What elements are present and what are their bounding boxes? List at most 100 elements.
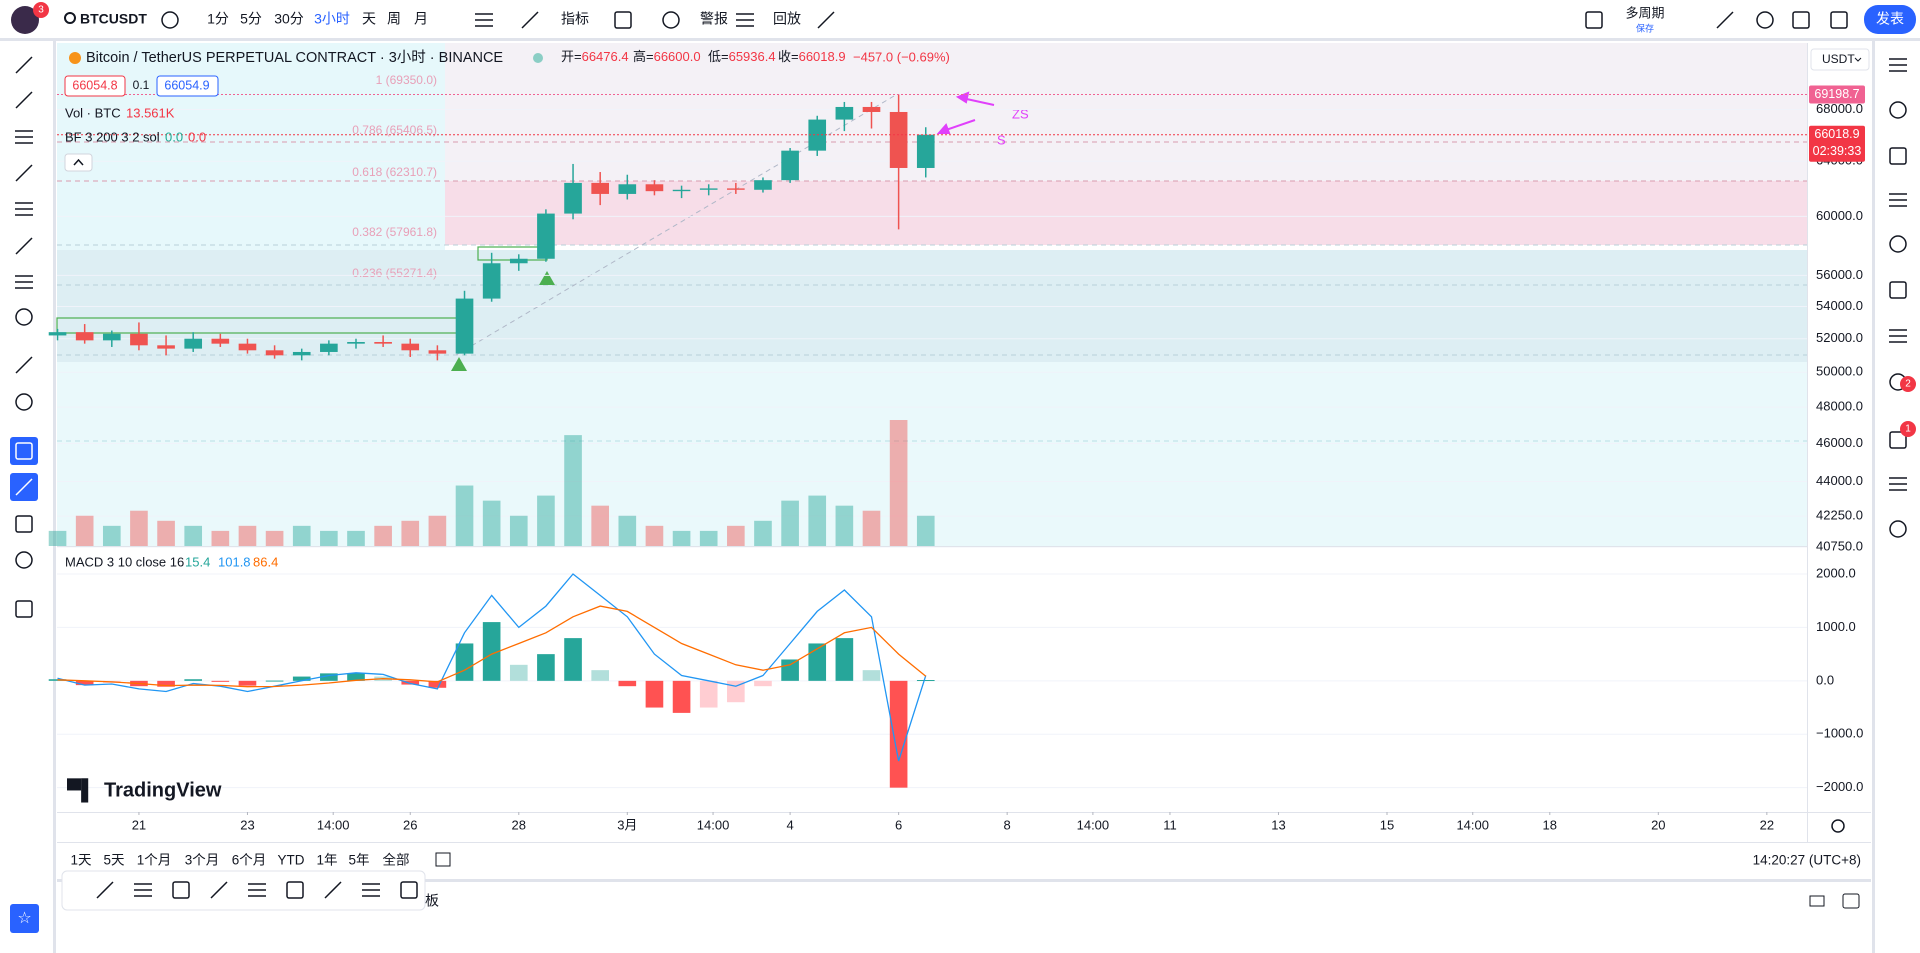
tool-icon[interactable]: [210, 881, 228, 899]
tool-icon[interactable]: [15, 356, 33, 374]
range-button[interactable]: 3个月: [185, 853, 220, 868]
volume-bar: [808, 495, 827, 546]
tool-icon[interactable]: [15, 515, 33, 533]
currency[interactable]: USDT: [1822, 52, 1855, 66]
range-button[interactable]: 5年: [348, 853, 369, 868]
tool-icon[interactable]: [1889, 431, 1907, 449]
panel-tab[interactable]: 板: [425, 893, 439, 909]
sell-price[interactable]: 66054.8: [72, 78, 117, 92]
tool-icon[interactable]: [1830, 11, 1848, 29]
tool-icon[interactable]: [15, 551, 33, 569]
tool-icon[interactable]: [15, 202, 33, 216]
buy-price[interactable]: 66054.9: [164, 78, 209, 92]
publish-button[interactable]: 发表: [1876, 11, 1904, 27]
tool-icon[interactable]: [1889, 193, 1907, 207]
tool-icon[interactable]: [1756, 11, 1774, 29]
interval-button[interactable]: 30分: [274, 11, 304, 27]
maximize-button[interactable]: [1842, 893, 1860, 909]
tool-icon[interactable]: [15, 237, 33, 255]
tool-icon[interactable]: [15, 275, 33, 289]
tool-icon[interactable]: [134, 883, 152, 897]
interval-button[interactable]: 1分: [207, 11, 229, 27]
plot: 40750.0 42250.0 44000.0 46000.0 48000.0 50000…: [48, 85, 1865, 832]
tool-icon[interactable]: [736, 13, 754, 27]
range-bar: 1天 5天 1个月 3个月 6个月 YTD 1年 5年 全部: [70, 852, 409, 868]
currency-select[interactable]: [1810, 48, 1870, 71]
symbol[interactable]: BTCUSDT: [80, 11, 147, 27]
candle-body: [889, 111, 908, 168]
tool-icon[interactable]: [1889, 58, 1907, 72]
tool-icon[interactable]: [362, 883, 380, 897]
tool-icon[interactable]: [1889, 101, 1907, 119]
tool-icon[interactable]: [248, 883, 266, 897]
tool-icon[interactable]: [1792, 11, 1810, 29]
tool-icon[interactable]: [15, 56, 33, 74]
interval-button[interactable]: 3小时: [314, 11, 350, 27]
indicators-button[interactable]: 指标: [561, 11, 589, 27]
settings-button[interactable]: [1831, 819, 1845, 833]
tool-icon[interactable]: [15, 478, 33, 496]
tool-icon[interactable]: [1889, 281, 1907, 299]
tool-icon[interactable]: [400, 881, 418, 899]
range-button[interactable]: 1年: [316, 853, 337, 868]
tool-icon[interactable]: [15, 308, 33, 326]
x-tick-label: 3月: [617, 817, 637, 832]
replay-button[interactable]: 回放: [773, 11, 801, 27]
tool-icon[interactable]: [1889, 235, 1907, 253]
tool-icon[interactable]: [15, 600, 33, 618]
alert-button[interactable]: 警报: [700, 11, 728, 27]
date-range-button[interactable]: [435, 852, 451, 867]
candle-body: [428, 350, 447, 354]
interval-button[interactable]: 天: [362, 11, 376, 27]
tool-icon[interactable]: [662, 11, 680, 29]
price-label: 69198.7: [1814, 87, 1859, 101]
range-button[interactable]: 全部: [383, 852, 410, 868]
tool-icon[interactable]: [15, 91, 33, 109]
sell-button[interactable]: [64, 75, 126, 97]
range-button[interactable]: 5天: [103, 853, 125, 868]
tool-icon[interactable]: [1889, 329, 1907, 343]
tool-icon[interactable]: [15, 164, 33, 182]
tool-icon[interactable]: [1585, 11, 1603, 29]
x-tick-label: 14:00: [1456, 817, 1489, 832]
tool-icon[interactable]: [286, 881, 304, 899]
buy-signal: [539, 271, 555, 285]
range-button[interactable]: 6个月: [232, 853, 267, 868]
tool-icon[interactable]: [324, 881, 342, 899]
tool-icon[interactable]: [1889, 520, 1907, 538]
bf-legend-name: BF 3 200 3 2 sol: [65, 129, 160, 144]
range-button[interactable]: YTD: [278, 853, 305, 868]
tool-icon[interactable]: [1889, 147, 1907, 165]
collapse-button[interactable]: [64, 153, 93, 172]
range-button[interactable]: 1个月: [137, 853, 172, 868]
tool-icon[interactable]: [521, 11, 539, 29]
tool-icon[interactable]: [817, 11, 835, 29]
tool-icon[interactable]: [161, 11, 179, 29]
interval-button[interactable]: 月: [414, 11, 428, 27]
tool-icon[interactable]: [475, 13, 493, 27]
tool-icon[interactable]: [172, 881, 190, 899]
ohlc-label: 收=: [778, 49, 799, 64]
favorites-button[interactable]: [10, 904, 39, 933]
minimize-button[interactable]: [1809, 895, 1825, 907]
tool-icon[interactable]: [96, 881, 114, 899]
tool-icon[interactable]: [614, 11, 632, 29]
interval-button[interactable]: 5分: [240, 11, 262, 27]
buy-button[interactable]: [156, 75, 219, 97]
multi-timeframe[interactable]: 多周期: [1625, 5, 1664, 20]
x-tick-label: 23: [240, 817, 254, 832]
tool-icon[interactable]: [1889, 477, 1907, 491]
candle-body: [320, 343, 338, 352]
volume-bar: [862, 510, 881, 546]
interval-button[interactable]: 周: [387, 11, 401, 27]
publish-button-bg[interactable]: [1864, 5, 1916, 34]
tool-icon[interactable]: [15, 393, 33, 411]
tool-icon[interactable]: [1716, 11, 1734, 29]
avatar[interactable]: [11, 6, 39, 34]
tool-icon[interactable]: [15, 130, 33, 144]
tool-icon[interactable]: [15, 442, 33, 460]
search-icon[interactable]: [64, 12, 76, 24]
save-status[interactable]: 保存: [1636, 22, 1654, 33]
chat-badge: 2: [1905, 379, 1911, 390]
range-button[interactable]: 1天: [70, 853, 92, 868]
